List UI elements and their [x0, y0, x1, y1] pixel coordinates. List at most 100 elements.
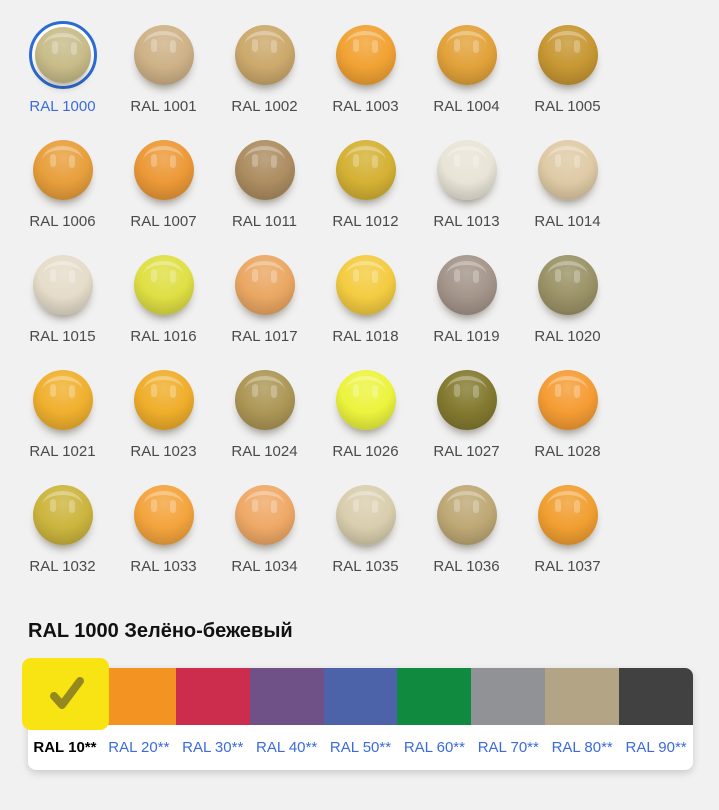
series-label[interactable]: RAL 60**	[403, 739, 465, 756]
ral-color-item[interactable]: RAL 1004	[416, 0, 517, 115]
ral-color-item[interactable]: RAL 1018	[315, 230, 416, 345]
ral-color-item[interactable]: RAL 1027	[416, 345, 517, 460]
ral-color-item[interactable]: RAL 1005	[517, 0, 618, 115]
ral-color-item[interactable]: RAL 1016	[113, 230, 214, 345]
ral-color-item[interactable]: RAL 1015	[12, 230, 113, 345]
series-selected-swatch[interactable]	[22, 658, 109, 730]
color-sphere-box	[128, 479, 200, 551]
series-swatch[interactable]	[249, 668, 324, 725]
color-sphere-box	[532, 249, 604, 321]
color-sphere-box	[431, 134, 503, 206]
series-swatch[interactable]	[619, 668, 694, 725]
series-label[interactable]: RAL 20**	[108, 739, 170, 756]
series-label[interactable]: RAL 10**	[33, 739, 97, 756]
ral-color-label: RAL 1017	[231, 328, 298, 345]
ral-color-item[interactable]: RAL 1021	[12, 345, 113, 460]
color-sphere	[537, 25, 598, 85]
ral-color-item[interactable]: RAL 1011	[214, 115, 315, 230]
ral-color-item[interactable]: RAL 1028	[517, 345, 618, 460]
color-sphere-box	[27, 249, 99, 321]
ral-color-label: RAL 1000	[29, 98, 96, 115]
ral-color-item[interactable]: RAL 1035	[315, 460, 416, 575]
color-sphere-box	[229, 364, 301, 436]
ral-color-item[interactable]: RAL 1020	[517, 230, 618, 345]
color-sphere	[133, 255, 194, 315]
color-sphere-box	[128, 19, 200, 91]
color-sphere	[234, 140, 295, 200]
ral-color-item[interactable]: RAL 1023	[113, 345, 214, 460]
series-swatch[interactable]	[101, 668, 176, 725]
color-sphere-box	[128, 249, 200, 321]
ral-color-label: RAL 1005	[534, 98, 601, 115]
color-sphere	[335, 255, 396, 315]
ral-color-label: RAL 1016	[130, 328, 197, 345]
ral-color-item[interactable]: RAL 1013	[416, 115, 517, 230]
color-sphere	[436, 25, 497, 85]
ral-color-label: RAL 1014	[534, 213, 601, 230]
series-label[interactable]: RAL 30**	[182, 739, 244, 756]
series-label[interactable]: RAL 40**	[256, 739, 318, 756]
ral-color-label: RAL 1035	[332, 558, 399, 575]
ral-color-item[interactable]: RAL 1017	[214, 230, 315, 345]
ral-color-item[interactable]: RAL 1000	[12, 0, 113, 115]
series-label[interactable]: RAL 90**	[625, 739, 687, 756]
ral-color-label: RAL 1024	[231, 443, 298, 460]
ral-color-item[interactable]: RAL 1032	[12, 460, 113, 575]
ral-color-label: RAL 1023	[130, 443, 197, 460]
ral-color-label: RAL 1019	[433, 328, 500, 345]
series-swatch[interactable]	[545, 668, 620, 725]
ral-color-item[interactable]: RAL 1003	[315, 0, 416, 115]
series-label[interactable]: RAL 80**	[551, 739, 613, 756]
ral-color-label: RAL 1011	[231, 213, 298, 230]
ral-color-label: RAL 1036	[433, 558, 500, 575]
ral-color-item[interactable]: RAL 1037	[517, 460, 618, 575]
color-sphere-box	[532, 19, 604, 91]
ral-color-item[interactable]: RAL 1024	[214, 345, 315, 460]
color-sphere	[234, 370, 295, 430]
series-label[interactable]: RAL 50**	[329, 739, 392, 756]
color-sphere-box	[431, 19, 503, 91]
ral-color-item[interactable]: RAL 1033	[113, 460, 214, 575]
color-sphere	[133, 25, 194, 85]
selected-color-title: RAL 1000 Зелёно-бежевый	[28, 620, 293, 642]
ral-color-item[interactable]: RAL 1006	[12, 115, 113, 230]
checkmark-icon	[49, 677, 84, 709]
ral-color-label: RAL 1033	[130, 558, 197, 575]
color-sphere-box	[532, 479, 604, 551]
color-sphere	[32, 370, 93, 430]
color-sphere	[32, 140, 93, 200]
color-sphere-box	[532, 364, 604, 436]
color-sphere	[436, 255, 497, 315]
color-sphere	[133, 485, 194, 545]
color-sphere-box	[532, 134, 604, 206]
ral-color-label: RAL 1018	[332, 328, 399, 345]
ral-color-item[interactable]: RAL 1026	[315, 345, 416, 460]
ral-color-grid: RAL 1000 RAL 1001 RAL 1002 RAL 1003 RAL 1004…	[12, 0, 618, 575]
ral-color-label: RAL 1015	[29, 328, 96, 345]
color-sphere-box	[27, 134, 99, 206]
ral-color-item[interactable]: RAL 1019	[416, 230, 517, 345]
ral-color-item[interactable]: RAL 1014	[517, 115, 618, 230]
ral-color-label: RAL 1012	[332, 213, 399, 230]
ral-color-item[interactable]: RAL 1036	[416, 460, 517, 575]
ral-color-label: RAL 1003	[332, 98, 399, 115]
series-label[interactable]: RAL 70**	[477, 739, 539, 756]
ral-color-item[interactable]: RAL 1034	[214, 460, 315, 575]
color-sphere-box	[431, 364, 503, 436]
ral-color-item[interactable]: RAL 1007	[113, 115, 214, 230]
color-sphere-box	[27, 364, 99, 436]
ral-color-label: RAL 1032	[29, 558, 96, 575]
color-sphere-box	[128, 134, 200, 206]
ral-color-item[interactable]: RAL 1012	[315, 115, 416, 230]
series-swatch[interactable]	[323, 668, 398, 725]
series-swatch[interactable]	[397, 668, 472, 725]
ral-color-item[interactable]: RAL 1001	[113, 0, 214, 115]
ral-color-label: RAL 1006	[29, 213, 96, 230]
ral-color-label: RAL 1027	[433, 443, 500, 460]
series-swatch[interactable]	[471, 668, 546, 725]
ral-color-label: RAL 1020	[534, 328, 601, 345]
color-sphere	[133, 370, 194, 430]
ral-color-item[interactable]: RAL 1002	[214, 0, 315, 115]
color-sphere	[234, 25, 295, 85]
series-swatch[interactable]	[175, 668, 250, 725]
